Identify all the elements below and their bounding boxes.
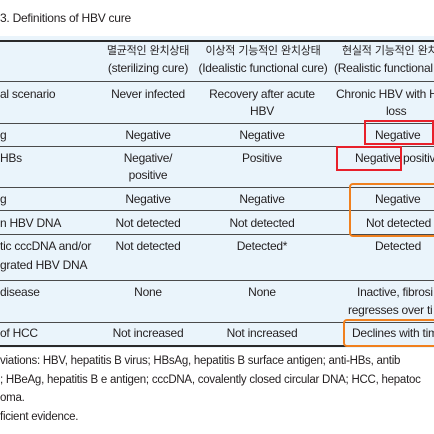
cell-cccdna-realistic: Detected	[375, 239, 422, 253]
cell-anti-hbs-realistic-negative: Negative	[355, 151, 401, 165]
col-header-idealistic-korean: 이상적 기능적인 완치상태	[205, 44, 321, 57]
cell-hbeag-sterilizing: Negative	[125, 192, 171, 206]
cell-scenario-sterilizing: Never infected	[111, 87, 185, 101]
orange-highlight-hcc	[343, 319, 434, 347]
row-rule	[0, 146, 434, 147]
header-rule	[0, 81, 434, 82]
orange-highlight-hbeag-dna	[349, 183, 434, 237]
cell-cccdna-sterilizing: Not detected	[115, 239, 181, 253]
cell-hbsag-idealistic: Negative	[239, 128, 285, 142]
cell-anti-hbs-idealistic: Positive	[241, 151, 283, 165]
cell-hbv-dna-idealistic: Not detected	[229, 216, 295, 230]
row-label-disease: disease	[0, 285, 40, 299]
cell-hcc-idealistic: Not increased	[226, 326, 298, 340]
row-rule	[0, 234, 434, 235]
row-label-scenario: al scenario	[0, 87, 56, 101]
cell-hcc-realistic: Declines with tim	[352, 326, 434, 340]
footnote-line: ; HBeAg, hepatitis B e antigen; cccDNA, …	[0, 373, 421, 386]
col-header-sterilizing-korean: 멸균적인 완치상태	[106, 44, 190, 57]
row-rule	[0, 123, 434, 124]
cell-hbeag-idealistic: Negative	[239, 192, 285, 206]
footnote-line: ficient evidence.	[0, 410, 79, 423]
cell-cccdna-idealistic: Detected*	[236, 239, 288, 253]
row-rule	[0, 187, 434, 188]
table-footnotes: viations: HBV, hepatitis B virus; HBsAg,…	[0, 352, 434, 426]
cell-scenario-realistic-line2: loss	[386, 104, 407, 118]
row-label-cccdna-line1: tic cccDNA and/or	[0, 239, 92, 253]
red-highlight-hbsag	[364, 120, 434, 145]
hbv-cure-table: 멸균적인 완치상태 (sterilizing cure) 이상적 기능적인 완치…	[0, 36, 434, 348]
col-header-realistic-english: (Realistic functional	[334, 61, 433, 75]
cell-anti-hbs-realistic-positive: positiv	[403, 151, 434, 165]
col-header-realistic-korean: 현실적 기능적인 완치	[342, 44, 434, 57]
red-highlight-anti-hbs	[336, 146, 402, 171]
cell-disease-realistic-line2: regresses over ti	[348, 303, 433, 317]
table-top-rule	[0, 40, 434, 42]
row-rule	[0, 322, 434, 323]
row-rule	[0, 280, 434, 281]
cell-disease-idealistic: None	[248, 285, 276, 299]
cell-hbsag-sterilizing: Negative	[125, 128, 171, 142]
row-label-hbeag: g	[0, 192, 7, 206]
cell-scenario-idealistic-line2: HBV	[250, 104, 274, 118]
cell-hbeag-realistic: Negative	[375, 192, 421, 206]
row-label-hbsag: g	[0, 128, 7, 142]
cell-hbv-dna-realistic: Not detected	[366, 216, 432, 230]
cell-scenario-idealistic-line1: Recovery after acute	[209, 87, 315, 101]
cell-hbv-dna-sterilizing: Not detected	[115, 216, 181, 230]
row-label-cccdna-line2: grated HBV DNA	[0, 258, 88, 272]
cell-anti-hbs-sterilizing-line2: positive	[128, 168, 168, 182]
cell-anti-hbs-sterilizing-line1: Negative/	[123, 151, 173, 165]
footnote-line: oma.	[0, 392, 25, 404]
row-rule	[0, 210, 434, 211]
row-label-hbv-dna: n HBV DNA	[0, 216, 62, 230]
footnote-line: viations: HBV, hepatitis B virus; HBsAg,…	[0, 355, 401, 367]
cell-hcc-sterilizing: Not increased	[112, 326, 184, 340]
cell-disease-sterilizing: None	[134, 285, 162, 299]
cell-disease-realistic-line1: Inactive, fibrosi	[357, 285, 433, 299]
cell-scenario-realistic-line1: Chronic HBV with H	[336, 87, 434, 101]
table-bottom-rule	[0, 345, 434, 347]
cell-hbsag-realistic: Negative	[375, 128, 421, 142]
row-label-anti-hbs: HBs	[0, 151, 22, 165]
col-header-sterilizing-english: (sterilizing cure)	[107, 61, 189, 75]
table-caption: 3. Definitions of HBV cure	[0, 11, 131, 25]
col-header-idealistic-english: (Idealistic functional cure)	[198, 61, 328, 75]
row-label-hcc: of HCC	[0, 326, 38, 340]
